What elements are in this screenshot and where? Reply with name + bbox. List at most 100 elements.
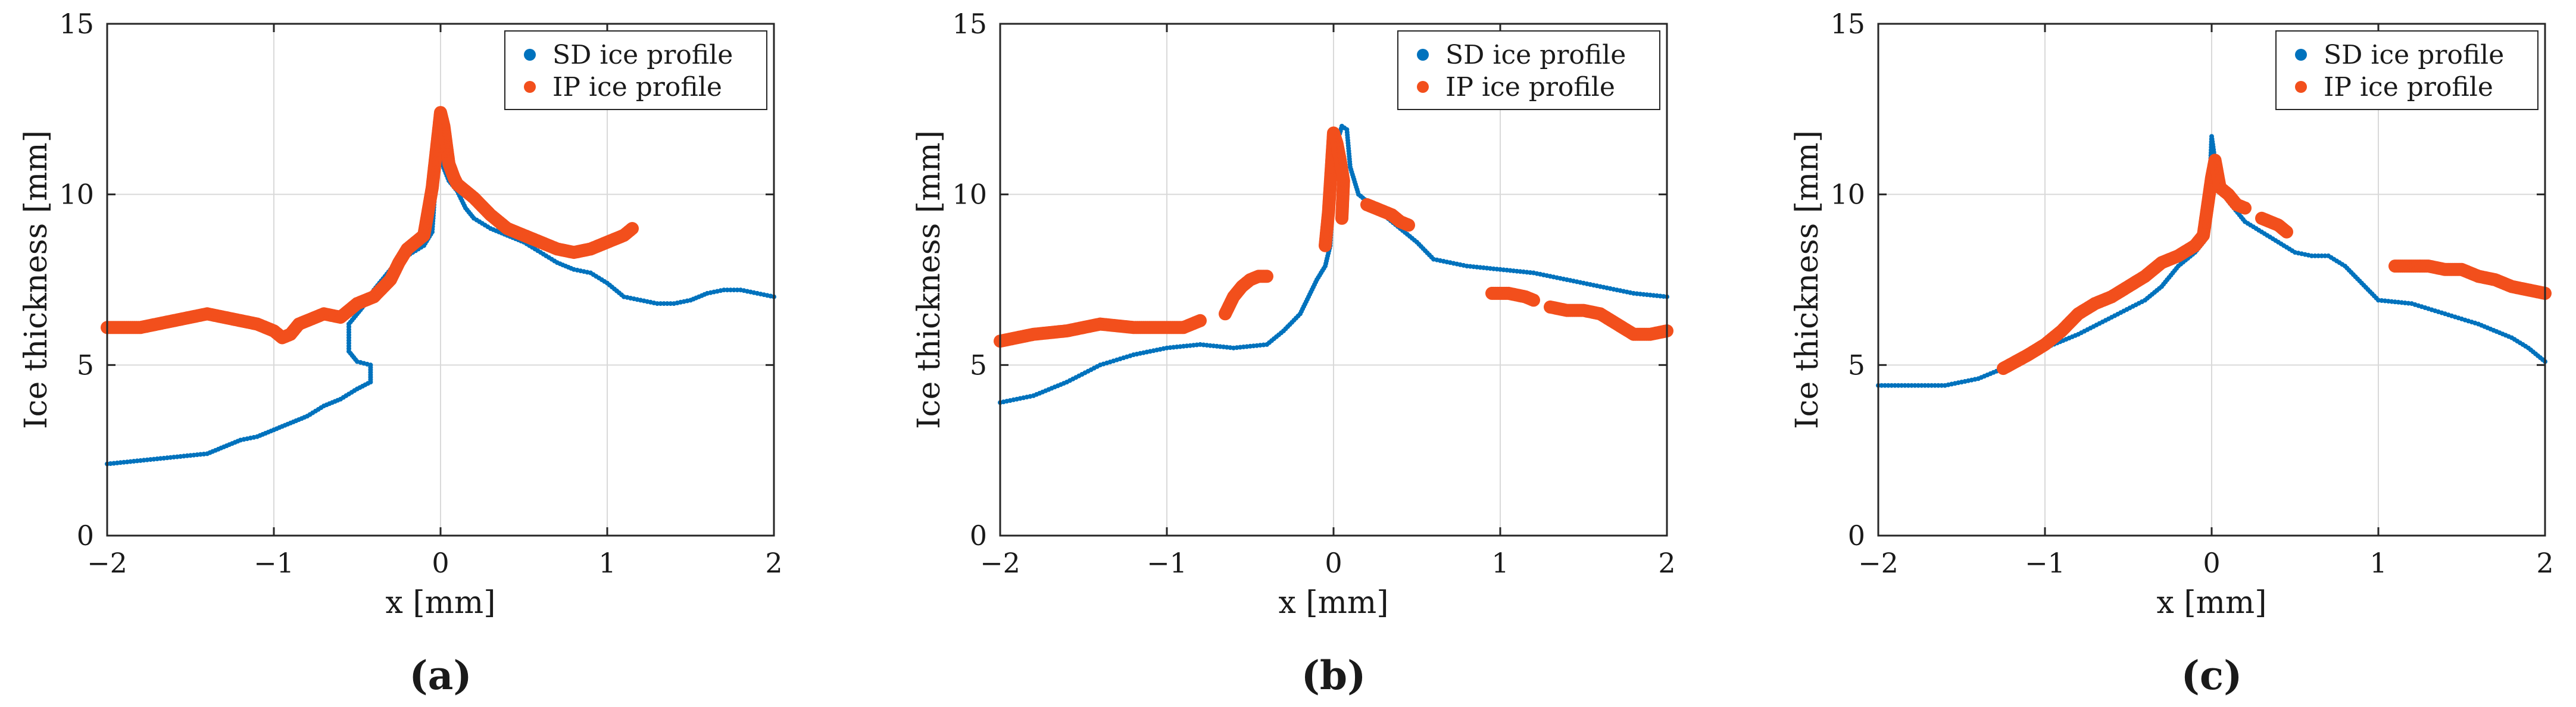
y-axis-label: Ice thickness [mm] bbox=[1790, 130, 1825, 429]
x-tick-label: 2 bbox=[1658, 547, 1675, 579]
y-tick-label: 10 bbox=[59, 179, 94, 211]
legend-label-ip: IP ice profile bbox=[2324, 72, 2493, 102]
sd-data-point bbox=[1879, 383, 1884, 388]
x-axis-label: x [mm] bbox=[385, 585, 495, 621]
y-tick-label: 10 bbox=[1830, 179, 1865, 211]
legend-label-sd: SD ice profile bbox=[2324, 40, 2504, 70]
y-tick-label: 0 bbox=[77, 520, 94, 552]
sd-data-point bbox=[1916, 383, 1921, 388]
x-tick-label: 1 bbox=[598, 547, 616, 579]
ip-data-point bbox=[1402, 218, 1415, 232]
legend-marker-ip bbox=[1417, 81, 1429, 93]
sd-data-point bbox=[2322, 253, 2328, 258]
legend-marker-sd bbox=[2295, 49, 2307, 61]
sd-data-point bbox=[658, 301, 663, 306]
ip-data-point bbox=[1335, 211, 1348, 225]
y-tick-label: 10 bbox=[952, 179, 987, 211]
x-tick-label: 0 bbox=[2203, 547, 2220, 579]
y-tick-label: 5 bbox=[970, 349, 987, 381]
sd-data-point bbox=[1909, 383, 1914, 388]
sd-series bbox=[998, 124, 1669, 405]
x-tick-label: −1 bbox=[254, 547, 294, 579]
sd-data-point bbox=[2309, 253, 2314, 258]
x-tick-label: 0 bbox=[1325, 547, 1342, 579]
sd-data-point bbox=[735, 287, 740, 293]
data-series bbox=[101, 106, 776, 467]
ip-data-point bbox=[626, 222, 639, 235]
legend-marker-ip bbox=[2295, 81, 2307, 93]
chart-panel-a: −2 −1 0 1 2 0 5 10 15 x [mm] Ice thickness [mm] (a)… bbox=[18, 8, 783, 699]
ip-data-point bbox=[2238, 201, 2252, 215]
sd-data-point bbox=[725, 287, 730, 293]
ticks: −2 −1 0 1 2 0 5 10 15 bbox=[59, 8, 782, 579]
ip-series bbox=[1997, 154, 2552, 376]
sd-data-point bbox=[1932, 383, 1938, 388]
sd-data-point bbox=[731, 287, 736, 293]
ip-data-point bbox=[1194, 314, 1207, 327]
x-tick-label: 2 bbox=[2536, 547, 2553, 579]
sd-data-point bbox=[1935, 383, 1941, 388]
x-tick-label: −2 bbox=[1858, 547, 1899, 579]
ip-data-point bbox=[2280, 225, 2293, 239]
legend-marker-ip bbox=[524, 81, 536, 93]
y-axis-label: Ice thickness [mm] bbox=[18, 130, 54, 429]
legend-marker-sd bbox=[524, 49, 536, 61]
panel-label: (c) bbox=[2181, 652, 2243, 699]
data-series bbox=[994, 124, 1673, 405]
x-tick-label: 1 bbox=[1491, 547, 1509, 579]
sd-data-point bbox=[668, 301, 673, 306]
sd-data-point bbox=[1926, 383, 1931, 388]
legend-box bbox=[1397, 30, 1660, 110]
ip-series bbox=[101, 106, 639, 345]
x-axis-label: x [mm] bbox=[1278, 585, 1388, 621]
sd-data-point bbox=[661, 301, 667, 306]
y-tick-label: 5 bbox=[1848, 349, 1865, 381]
sd-data-point bbox=[1906, 383, 1911, 388]
sd-data-point bbox=[655, 301, 660, 306]
panel-label: (a) bbox=[409, 652, 472, 699]
panel-label: (b) bbox=[1301, 652, 1366, 699]
y-tick-label: 15 bbox=[59, 8, 94, 40]
sd-data-point bbox=[2319, 253, 2324, 258]
y-tick-label: 15 bbox=[1830, 8, 1865, 40]
y-tick-label: 0 bbox=[1848, 520, 1865, 552]
x-tick-label: 0 bbox=[432, 547, 449, 579]
legend-marker-sd bbox=[1417, 49, 1429, 61]
y-tick-label: 15 bbox=[952, 8, 987, 40]
chart-panel-b: −2 −1 0 1 2 0 5 10 15 x [mm] Ice thickness [mm] (b)… bbox=[911, 8, 1676, 699]
x-axis-label: x [mm] bbox=[2156, 585, 2266, 621]
sd-data-point bbox=[1929, 383, 1934, 388]
legend-box bbox=[2275, 30, 2538, 110]
ip-data-point bbox=[1260, 270, 1273, 283]
legend-box bbox=[504, 30, 767, 110]
y-tick-label: 0 bbox=[970, 520, 987, 552]
sd-data-point bbox=[1912, 383, 1918, 388]
sd-data-point bbox=[1893, 383, 1897, 388]
x-tick-label: 1 bbox=[2369, 547, 2387, 579]
x-tick-label: −2 bbox=[980, 547, 1020, 579]
legend-label-sd: SD ice profile bbox=[1445, 40, 1626, 70]
sd-data-point bbox=[1922, 383, 1928, 388]
legend-label-ip: IP ice profile bbox=[552, 72, 722, 102]
data-series bbox=[1876, 134, 2552, 388]
sd-data-point bbox=[1896, 383, 1901, 388]
sd-data-point bbox=[722, 287, 726, 293]
sd-data-point bbox=[664, 301, 670, 306]
ip-series bbox=[994, 126, 1673, 348]
sd-data-point bbox=[2312, 253, 2318, 258]
x-tick-label: −1 bbox=[1147, 547, 1187, 579]
ip-data-point bbox=[1527, 293, 1540, 307]
sd-data-point bbox=[1919, 383, 1924, 388]
legend-label-ip: IP ice profile bbox=[1445, 72, 1615, 102]
ticks: −2 −1 0 1 2 0 5 10 15 bbox=[952, 8, 1675, 579]
sd-data-point bbox=[728, 287, 733, 293]
sd-data-point bbox=[1882, 383, 1888, 388]
sd-data-point bbox=[1889, 383, 1894, 388]
x-tick-label: −2 bbox=[87, 547, 127, 579]
legend-label-sd: SD ice profile bbox=[552, 40, 733, 70]
x-tick-label: 2 bbox=[765, 547, 782, 579]
